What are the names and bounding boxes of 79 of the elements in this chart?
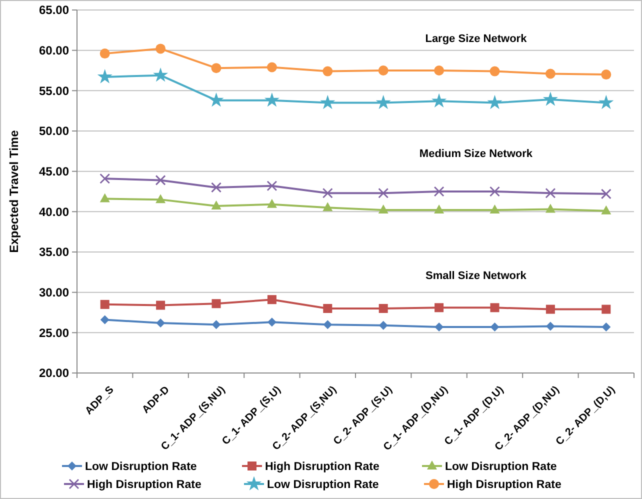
annotation: Small Size Network (426, 270, 528, 282)
point (322, 188, 333, 198)
point (542, 92, 558, 106)
point (322, 66, 333, 76)
y-tick-label: 60.00 (38, 44, 70, 58)
point (598, 94, 614, 110)
point (266, 62, 277, 72)
point (97, 69, 112, 84)
point (434, 186, 444, 197)
point (156, 300, 166, 310)
point (212, 299, 221, 308)
point (546, 304, 555, 314)
point (267, 295, 276, 304)
point (266, 198, 277, 208)
point (155, 174, 166, 186)
y-tick-label: 35.00 (38, 245, 70, 260)
point (434, 303, 444, 312)
legend-label: Low Disruption Rate (445, 461, 557, 474)
point (266, 180, 278, 192)
point (100, 48, 110, 59)
y-tick-label: 65.00 (38, 3, 70, 18)
point (434, 66, 444, 76)
y-tick-label: 55.00 (38, 84, 70, 98)
point (320, 94, 336, 110)
point (546, 322, 555, 331)
point (602, 322, 611, 332)
point (490, 186, 500, 197)
point (545, 188, 556, 198)
point (212, 320, 221, 330)
point (490, 322, 500, 332)
point (378, 188, 389, 198)
legend-label: High Disruption Rate (447, 479, 562, 492)
point (487, 94, 502, 110)
point (376, 94, 391, 110)
point (323, 304, 332, 313)
y-tick-label: 45.00 (38, 164, 70, 179)
annotation: Medium Size Network (419, 148, 534, 160)
point (434, 204, 444, 214)
point (264, 92, 280, 107)
point (545, 68, 556, 79)
point (490, 66, 500, 76)
point (100, 315, 110, 324)
point (156, 44, 166, 54)
legend-label: High Disruption Rate (265, 461, 380, 474)
point (378, 66, 388, 76)
y-tick-label: 25.00 (38, 326, 70, 340)
point (153, 67, 168, 82)
point (601, 70, 612, 80)
point (602, 304, 611, 314)
point (156, 194, 166, 204)
y-axis-title: Expected Travel Time (7, 130, 21, 253)
point (100, 300, 110, 309)
legend-label: High Disruption Rate (87, 479, 202, 492)
point (490, 204, 500, 214)
legend-label: Low Disruption Rate (267, 479, 379, 492)
point (211, 182, 222, 193)
point (601, 205, 612, 214)
legend-label: Low Disruption Rate (85, 461, 197, 474)
point (545, 204, 556, 213)
point (211, 63, 222, 74)
point (378, 304, 388, 313)
point (208, 92, 224, 107)
y-tick-label: 50.00 (38, 124, 70, 138)
point (490, 303, 500, 312)
point (211, 200, 222, 210)
point (323, 320, 332, 330)
point (100, 173, 110, 184)
point (322, 202, 333, 212)
point (100, 193, 110, 202)
y-tick-label: 30.00 (38, 286, 70, 300)
point (378, 204, 388, 214)
y-tick-label: 40.00 (38, 204, 70, 219)
point (378, 320, 388, 330)
point (267, 318, 276, 327)
annotation: Large Size Network (425, 32, 528, 45)
point (600, 188, 612, 200)
y-tick-label: 20.00 (38, 366, 70, 380)
point (156, 318, 166, 328)
point (432, 93, 447, 108)
